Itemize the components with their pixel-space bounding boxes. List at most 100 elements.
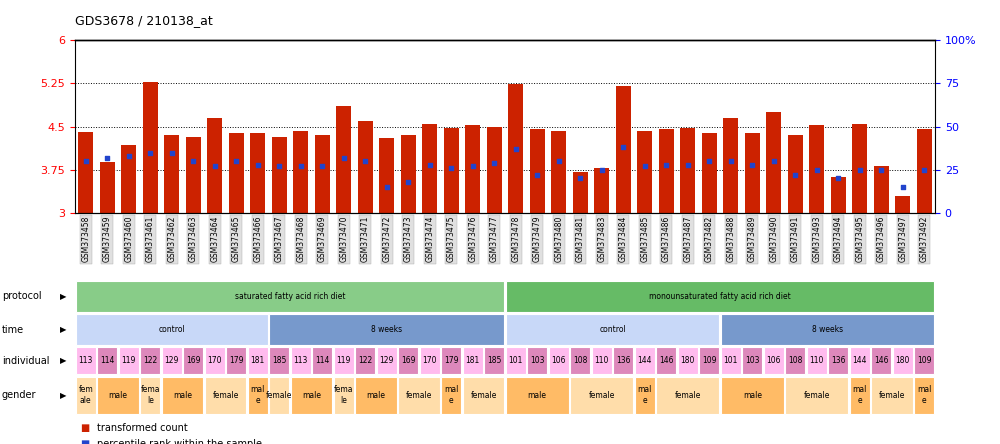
Point: [314, 163, 330, 170]
Bar: [635, 377, 655, 413]
Bar: [852, 124, 867, 213]
Point: [637, 163, 653, 170]
Bar: [207, 118, 222, 213]
Point: [680, 161, 696, 168]
Text: mal
e: mal e: [917, 385, 931, 405]
Text: male: male: [366, 391, 386, 400]
Bar: [358, 121, 373, 213]
Text: individual: individual: [2, 356, 50, 366]
Point: [78, 158, 94, 165]
Bar: [248, 377, 268, 413]
Bar: [551, 131, 566, 213]
Point: [895, 184, 911, 191]
Bar: [699, 348, 719, 374]
Point: [121, 152, 137, 159]
Bar: [788, 135, 803, 213]
Bar: [164, 135, 179, 213]
Point: [658, 161, 674, 168]
Text: 106: 106: [552, 356, 566, 365]
Bar: [917, 129, 932, 213]
Bar: [293, 131, 308, 213]
Bar: [250, 134, 265, 213]
Bar: [186, 137, 201, 213]
Bar: [121, 145, 136, 213]
Point: [830, 175, 846, 182]
Bar: [272, 137, 287, 213]
Bar: [914, 348, 934, 374]
Text: 144: 144: [852, 356, 867, 365]
Bar: [205, 377, 246, 413]
Text: 109: 109: [917, 356, 932, 365]
Text: 8 weeks: 8 weeks: [371, 325, 402, 334]
Bar: [97, 377, 139, 413]
Text: fem
ale: fem ale: [78, 385, 93, 405]
Text: 103: 103: [745, 356, 760, 365]
Text: 110: 110: [595, 356, 609, 365]
Text: 181: 181: [251, 356, 265, 365]
Bar: [97, 348, 117, 374]
Text: male: male: [108, 391, 128, 400]
Point: [723, 158, 739, 165]
Text: 179: 179: [444, 356, 458, 365]
Bar: [508, 84, 523, 213]
Bar: [334, 377, 354, 413]
Text: 114: 114: [100, 356, 114, 365]
Bar: [140, 348, 160, 374]
Text: saturated fatty acid rich diet: saturated fatty acid rich diet: [235, 292, 345, 301]
Text: 169: 169: [186, 356, 200, 365]
Text: female: female: [675, 391, 701, 400]
Text: 122: 122: [358, 356, 372, 365]
Text: female: female: [470, 391, 497, 400]
Bar: [656, 348, 676, 374]
Point: [551, 158, 567, 165]
Bar: [334, 348, 354, 374]
Bar: [420, 348, 440, 374]
Bar: [269, 348, 289, 374]
Bar: [315, 135, 330, 213]
Text: 114: 114: [315, 356, 329, 365]
Bar: [78, 132, 93, 213]
Point: [185, 158, 201, 165]
Point: [443, 165, 459, 172]
Text: fema
le: fema le: [334, 385, 354, 405]
Bar: [549, 348, 569, 374]
Text: 129: 129: [380, 356, 394, 365]
Bar: [530, 129, 545, 213]
Bar: [764, 348, 784, 374]
Text: female: female: [212, 391, 239, 400]
Point: [809, 166, 825, 174]
Bar: [678, 348, 698, 374]
Text: 180: 180: [681, 356, 695, 365]
Text: 170: 170: [422, 356, 437, 365]
Point: [164, 149, 180, 156]
Text: ▶: ▶: [60, 325, 66, 334]
Bar: [723, 118, 738, 213]
Text: 113: 113: [79, 356, 93, 365]
Text: 108: 108: [573, 356, 587, 365]
Point: [916, 166, 932, 174]
Bar: [226, 348, 246, 374]
Bar: [248, 348, 268, 374]
Text: protocol: protocol: [2, 291, 42, 301]
Text: 146: 146: [659, 356, 674, 365]
Point: [336, 154, 352, 161]
Text: female: female: [589, 391, 615, 400]
Text: mal
e: mal e: [638, 385, 652, 405]
Bar: [594, 168, 609, 213]
Bar: [76, 348, 96, 374]
Point: [142, 149, 158, 156]
Text: control: control: [599, 325, 626, 334]
Bar: [635, 348, 655, 374]
Bar: [312, 348, 332, 374]
Bar: [871, 377, 913, 413]
Text: 136: 136: [831, 356, 846, 365]
Bar: [444, 128, 459, 213]
Text: gender: gender: [2, 390, 36, 400]
Bar: [721, 377, 784, 413]
Bar: [613, 348, 633, 374]
Point: [615, 144, 631, 151]
Bar: [229, 134, 244, 213]
Point: [228, 158, 244, 165]
Point: [766, 158, 782, 165]
Text: control: control: [158, 325, 185, 334]
